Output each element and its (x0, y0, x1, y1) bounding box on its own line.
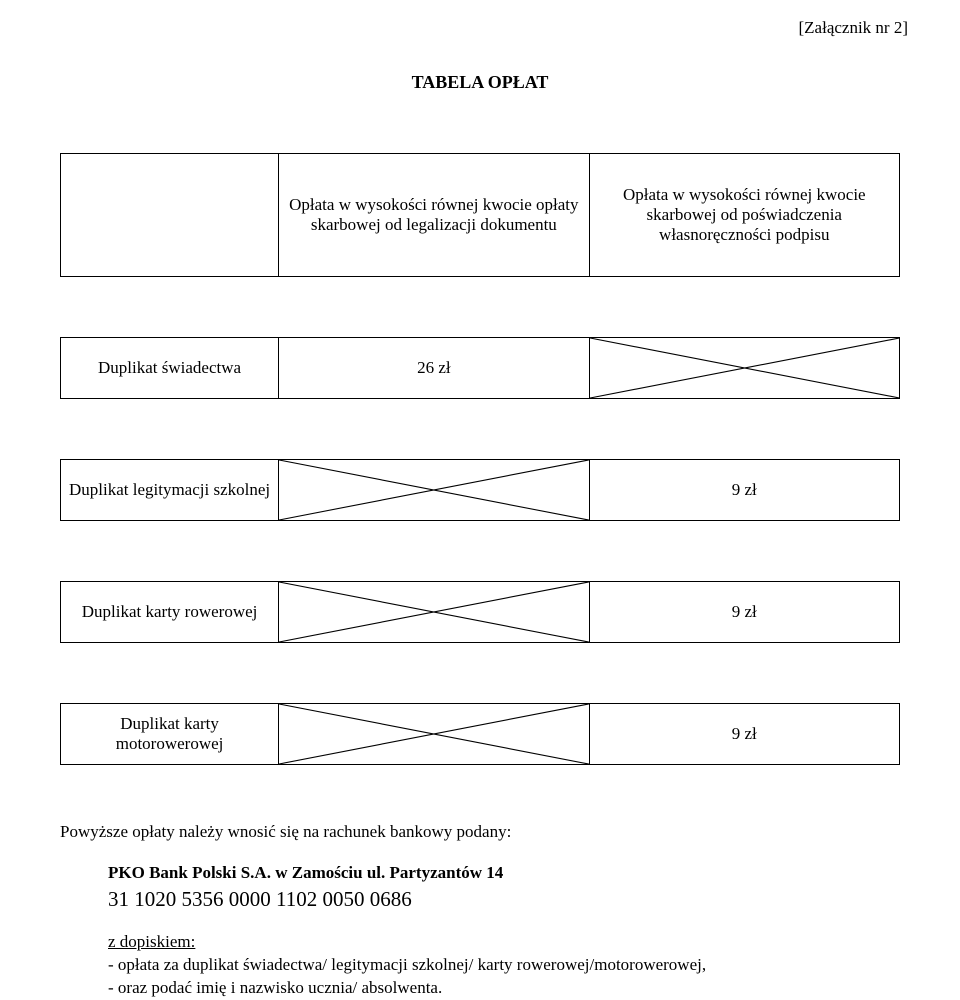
notes-section: Powyższe opłaty należy wnosić się na rac… (60, 821, 900, 1000)
page-title: TABELA OPŁAT (60, 72, 900, 93)
header-empty (61, 154, 279, 277)
row3-col2: 9 zł (589, 704, 899, 765)
notes-intro: Powyższe opłaty należy wnosić się na rac… (60, 821, 900, 844)
row0-col2-cross (589, 338, 899, 399)
row-label-1: Duplikat legitymacji szkolnej (61, 460, 279, 521)
header-col2: Opłata w wysokości równej kwocie skarbow… (589, 154, 899, 277)
fee-table: Opłata w wysokości równej kwocie opłaty … (60, 153, 900, 765)
row2-col2: 9 zł (589, 582, 899, 643)
notes-bullet-1: - opłata za duplikat świadectwa/ legitym… (108, 954, 900, 977)
table-header-row: Opłata w wysokości równej kwocie opłaty … (61, 154, 900, 277)
header-col1: Opłata w wysokości równej kwocie opłaty … (279, 154, 589, 277)
row-label-2: Duplikat karty rowerowej (61, 582, 279, 643)
table-row: Duplikat karty motorowerowej 9 zł (61, 704, 900, 765)
row1-col1-cross (279, 460, 589, 521)
row-label-3: Duplikat karty motorowerowej (61, 704, 279, 765)
bank-line: PKO Bank Polski S.A. w Zamościu ul. Part… (108, 862, 900, 885)
dopisek-label: z dopiskiem: (108, 931, 900, 954)
table-row: Duplikat legitymacji szkolnej 9 zł (61, 460, 900, 521)
row-label-0: Duplikat świadectwa (61, 338, 279, 399)
row1-col2: 9 zł (589, 460, 899, 521)
row3-col1-cross (279, 704, 589, 765)
table-row: Duplikat karty rowerowej 9 zł (61, 582, 900, 643)
account-number: 31 1020 5356 0000 1102 0050 0686 (108, 885, 900, 913)
notes-bullet-2: - oraz podać imię i nazwisko ucznia/ abs… (108, 977, 900, 1000)
attachment-label: [Załącznik nr 2] (60, 18, 908, 38)
row2-col1-cross (279, 582, 589, 643)
row0-col1: 26 zł (279, 338, 589, 399)
table-row: Duplikat świadectwa 26 zł (61, 338, 900, 399)
